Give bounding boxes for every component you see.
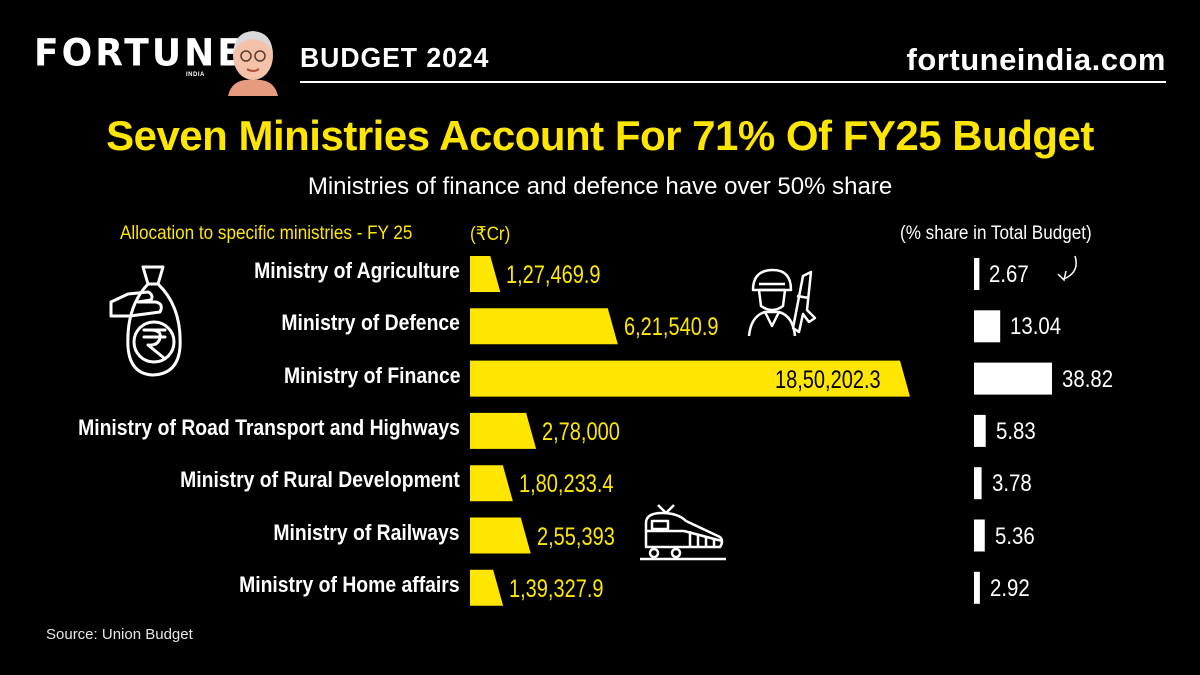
allocation-value-label: 1,27,469.9 (506, 261, 601, 289)
share-bar (974, 519, 985, 552)
allocation-bar (470, 517, 531, 554)
share-value-label: 13.04 (1010, 313, 1062, 341)
allocation-value-label: 18,50,202.3 (775, 365, 881, 394)
allocation-value-label: 1,39,327.9 (509, 574, 604, 603)
header-divider (300, 81, 1166, 83)
share-bar (974, 571, 980, 604)
share-bar (974, 258, 980, 290)
share-value-label: 2.67 (989, 261, 1030, 288)
share-arrowhead-icon (1057, 270, 1067, 282)
fortune-logo: FORTUNE (34, 31, 245, 75)
allocation-bar (470, 308, 618, 345)
share-bar (974, 414, 986, 447)
allocation-value-label: 6,21,540.9 (623, 313, 719, 342)
allocation-bar (470, 256, 501, 292)
train-icon (640, 504, 726, 561)
category-label: Ministry of Defence (281, 310, 460, 336)
budget-label: BUDGET 2024 (300, 42, 490, 73)
share-bar (974, 362, 1052, 395)
share-value-label: 3.78 (991, 470, 1032, 498)
money-bag-icon (109, 265, 182, 377)
share-value-label: 2.92 (989, 574, 1030, 602)
category-label: Ministry of Rural Development (180, 467, 460, 493)
allocation-unit-label: (₹Cr) (470, 224, 511, 245)
category-label: Ministry of Home affairs (239, 571, 460, 597)
allocation-value-label: 2,78,000 (542, 417, 620, 446)
allocation-bar (470, 465, 513, 502)
soldier-icon (747, 268, 817, 337)
allocation-axis-title: Allocation to specific ministries - FY 2… (120, 223, 413, 244)
category-label: Ministry of Road Transport and Highways (78, 414, 460, 440)
source-note: Source: Union Budget (46, 626, 193, 643)
headline: Seven Ministries Account For 71% Of FY25… (106, 112, 1094, 159)
share-bar (974, 467, 982, 500)
share-arrow-icon (1063, 255, 1077, 280)
share-value-label: 5.36 (994, 522, 1035, 550)
category-label: Ministry of Finance (283, 362, 460, 388)
share-value-label: 5.83 (995, 417, 1036, 445)
share-axis-title: (% share in Total Budget) (900, 223, 1092, 244)
subtitle: Ministries of finance and defence have o… (307, 173, 893, 200)
share-value-label: 38.82 (1062, 365, 1114, 393)
share-bar (974, 310, 1001, 343)
category-label: Ministry of Railways (273, 519, 460, 545)
allocation-value-label: 1,80,233.4 (518, 470, 614, 499)
allocation-bar (470, 569, 504, 606)
category-label: Ministry of Agriculture (254, 258, 460, 283)
finance-minister-portrait-icon (228, 31, 278, 96)
site-url[interactable]: fortuneindia.com (906, 42, 1166, 77)
allocation-bar (470, 412, 537, 449)
fortune-logo-sub: INDIA (186, 72, 205, 78)
allocation-bar (470, 360, 910, 397)
allocation-value-label: 2,55,393 (536, 522, 615, 551)
